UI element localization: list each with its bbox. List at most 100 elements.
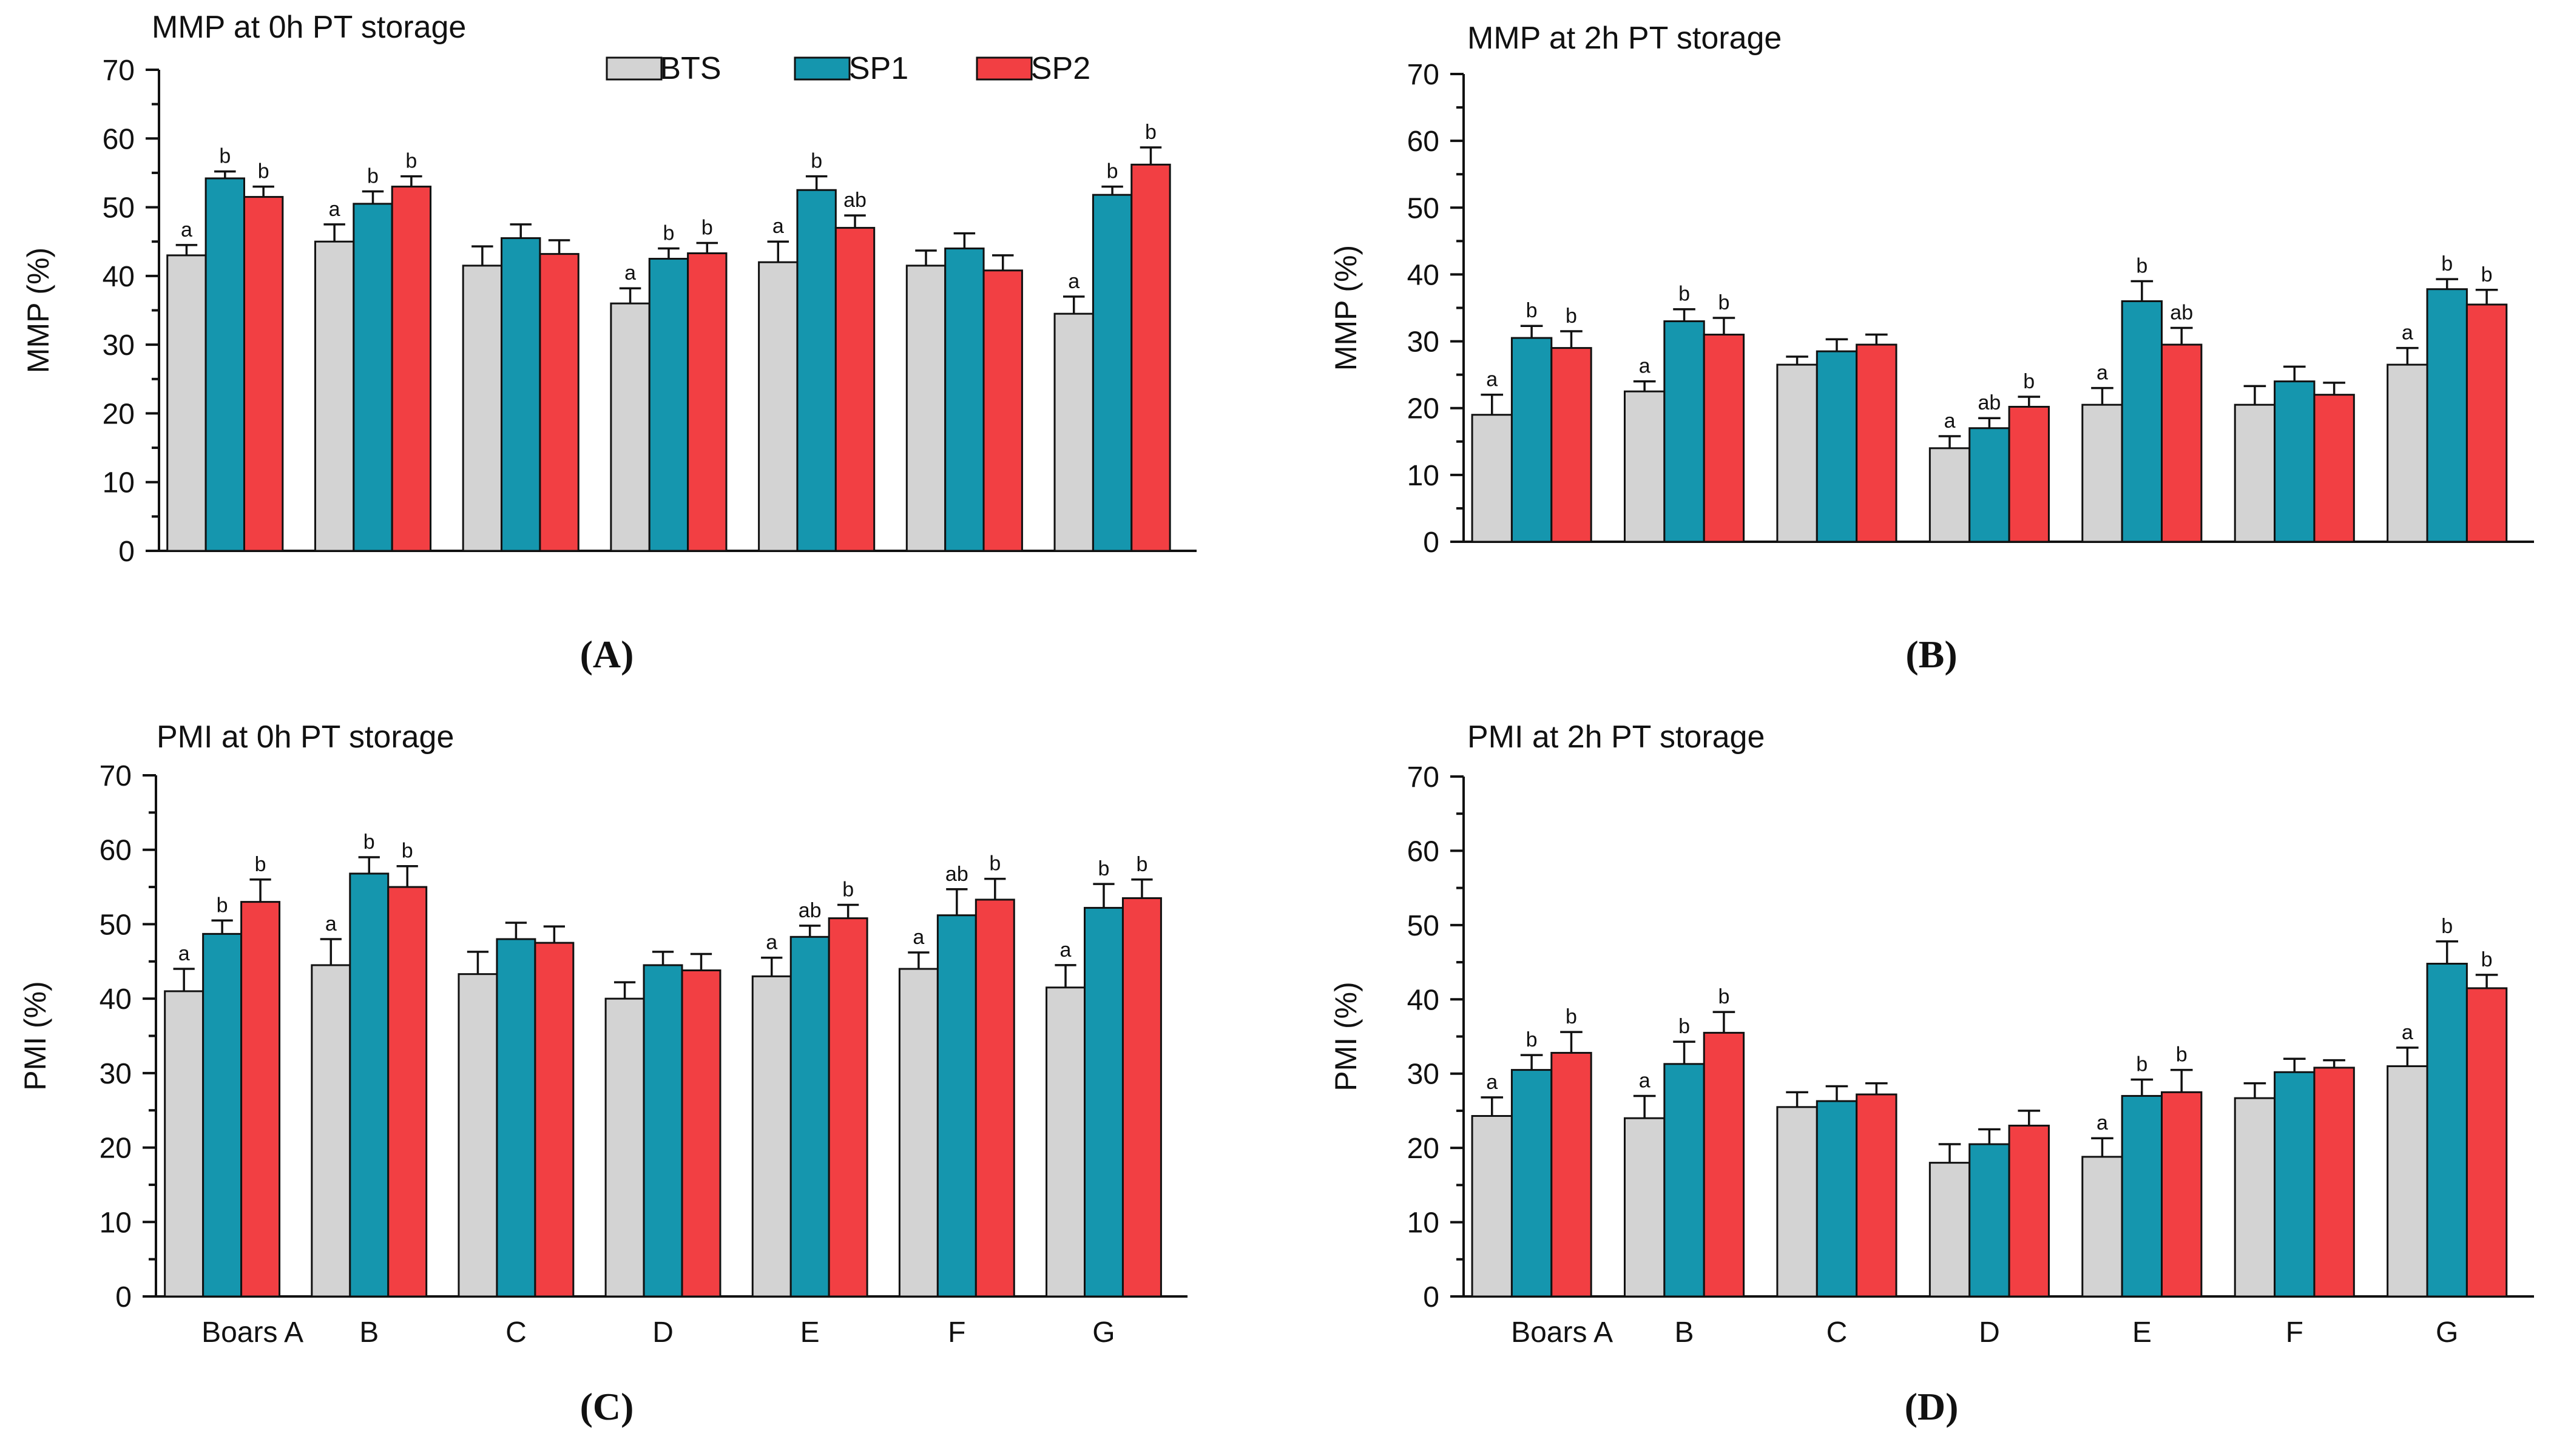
x-tick-label: B [1675, 1316, 1694, 1349]
bar-sp2-g [2465, 987, 2508, 1298]
significance-label: a [1639, 355, 1651, 378]
bar-bts-b [1623, 390, 1666, 543]
y-axis-label: MMP (%) [21, 248, 55, 373]
bar-bts-a [1471, 414, 1513, 543]
legend-swatch-sp2 [976, 56, 1033, 81]
bar-sp2-c [534, 942, 575, 1298]
significance-label: a [766, 931, 777, 954]
chart-title: PMI at 0h PT storage [157, 720, 454, 755]
bar-sp1-f [2274, 380, 2316, 543]
y-tick-label: 0 [1423, 527, 1439, 559]
significance-label: b [258, 160, 269, 183]
bar-bts-d [610, 302, 650, 552]
x-tick-label: D [1979, 1316, 2000, 1349]
bar-sp2-b [391, 186, 432, 552]
x-tick-label: F [948, 1316, 965, 1349]
significance-label: a [1944, 410, 1956, 433]
significance-label: a [772, 215, 784, 238]
bar-sp2-d [2008, 406, 2050, 543]
y-tick-label: 40 [1407, 259, 1439, 291]
significance-label: ab [1978, 391, 2001, 414]
bar-sp1-b [1663, 320, 1705, 543]
bar-bts-c [462, 265, 503, 552]
x-tick-label: G [1092, 1316, 1115, 1349]
bar-sp2-a [1550, 347, 1592, 543]
significance-label: b [989, 852, 1001, 875]
y-tick-label: 70 [1407, 59, 1439, 91]
y-tick-label: 70 [100, 760, 132, 792]
significance-label: b [255, 853, 266, 876]
legend-swatch-bts [606, 56, 663, 81]
bar-sp1-a [204, 177, 245, 552]
significance-label: b [402, 840, 413, 863]
y-tick-label: 20 [103, 398, 135, 430]
bar-bts-a [166, 254, 207, 552]
bar-sp2-c [1856, 1093, 1897, 1298]
x-tick-label: F [2286, 1316, 2303, 1349]
y-tick-label: 60 [103, 123, 135, 155]
significance-label: a [329, 198, 340, 221]
significance-label: b [363, 831, 375, 854]
y-tick-label: 50 [100, 909, 132, 941]
bar-bts-e [2081, 1156, 2123, 1298]
bar-sp1-g [2426, 963, 2468, 1298]
bar-sp2-e [834, 227, 876, 552]
significance-label: b [1718, 985, 1729, 1008]
bar-bts-d [1928, 447, 1971, 543]
bar-bts-g [2387, 1065, 2428, 1298]
y-tick-label: 70 [103, 55, 135, 87]
bar-sp2-d [681, 969, 721, 1298]
y-tick-label: 0 [115, 1281, 132, 1313]
significance-label: b [1107, 160, 1118, 183]
y-tick-label: 70 [1407, 761, 1439, 794]
bar-sp2-f [975, 898, 1015, 1298]
bar-sp2-f [2313, 1067, 2355, 1298]
bar-sp1-e [789, 935, 830, 1298]
significance-label: a [1486, 368, 1498, 391]
legend-label-bts: BTS [660, 51, 721, 86]
bar-sp1-c [501, 237, 541, 552]
bar-sp2-f [982, 269, 1023, 552]
bar-bts-c [458, 973, 498, 1298]
legend-label-sp2: SP2 [1031, 51, 1090, 86]
y-tick-label: 60 [1407, 835, 1439, 868]
bar-sp1-d [1968, 427, 2010, 543]
bar-sp2-g [1130, 163, 1171, 552]
panel-label: (D) [1905, 1385, 1959, 1428]
bar-bts-e [2081, 403, 2123, 543]
bar-sp1-g [1092, 194, 1133, 552]
y-tick-label: 0 [1423, 1281, 1439, 1313]
bar-sp1-c [496, 938, 536, 1298]
bar-bts-e [751, 975, 792, 1298]
x-tick-label: D [652, 1316, 674, 1349]
chart-panel-a: MMP at 0h PT storage MMP (%) 0 10 20 30 40 50 60… [21, 10, 1197, 676]
y-tick-label: 60 [100, 835, 132, 867]
bar-sp1-e [2121, 300, 2163, 543]
bar-bts-g [1053, 312, 1094, 552]
bar-bts-c [1776, 363, 1818, 543]
significance-label: a [1486, 1071, 1498, 1094]
significance-label: b [701, 216, 713, 239]
bar-sp1-b [353, 203, 393, 552]
chart-panel-c: PMI at 0h PT storage PMI (%) 0 10 20 30 40 50 60… [18, 720, 1188, 1428]
significance-label: a [2402, 1021, 2413, 1044]
y-tick-label: 50 [1407, 910, 1439, 942]
significance-label: b [1526, 1028, 1538, 1051]
bar-sp1-a [1510, 1069, 1553, 1298]
significance-label: b [405, 150, 417, 173]
significance-label: b [1526, 299, 1538, 322]
bar-sp2-e [2161, 343, 2203, 543]
bar-sp2-g [1121, 897, 1162, 1298]
bar-sp1-e [796, 189, 837, 552]
significance-label: b [2176, 1043, 2188, 1067]
y-tick-label: 40 [1407, 984, 1439, 1016]
bar-sp1-c [1816, 1100, 1858, 1298]
significance-label: b [2136, 254, 2147, 277]
significance-label: b [1145, 121, 1157, 144]
panel-label: (B) [1905, 633, 1957, 676]
significance-label: b [2481, 948, 2493, 971]
significance-label: b [663, 222, 674, 245]
x-tick-label: C [505, 1316, 527, 1349]
bar-sp1-f [936, 914, 977, 1298]
bar-sp1-b [1663, 1063, 1705, 1298]
